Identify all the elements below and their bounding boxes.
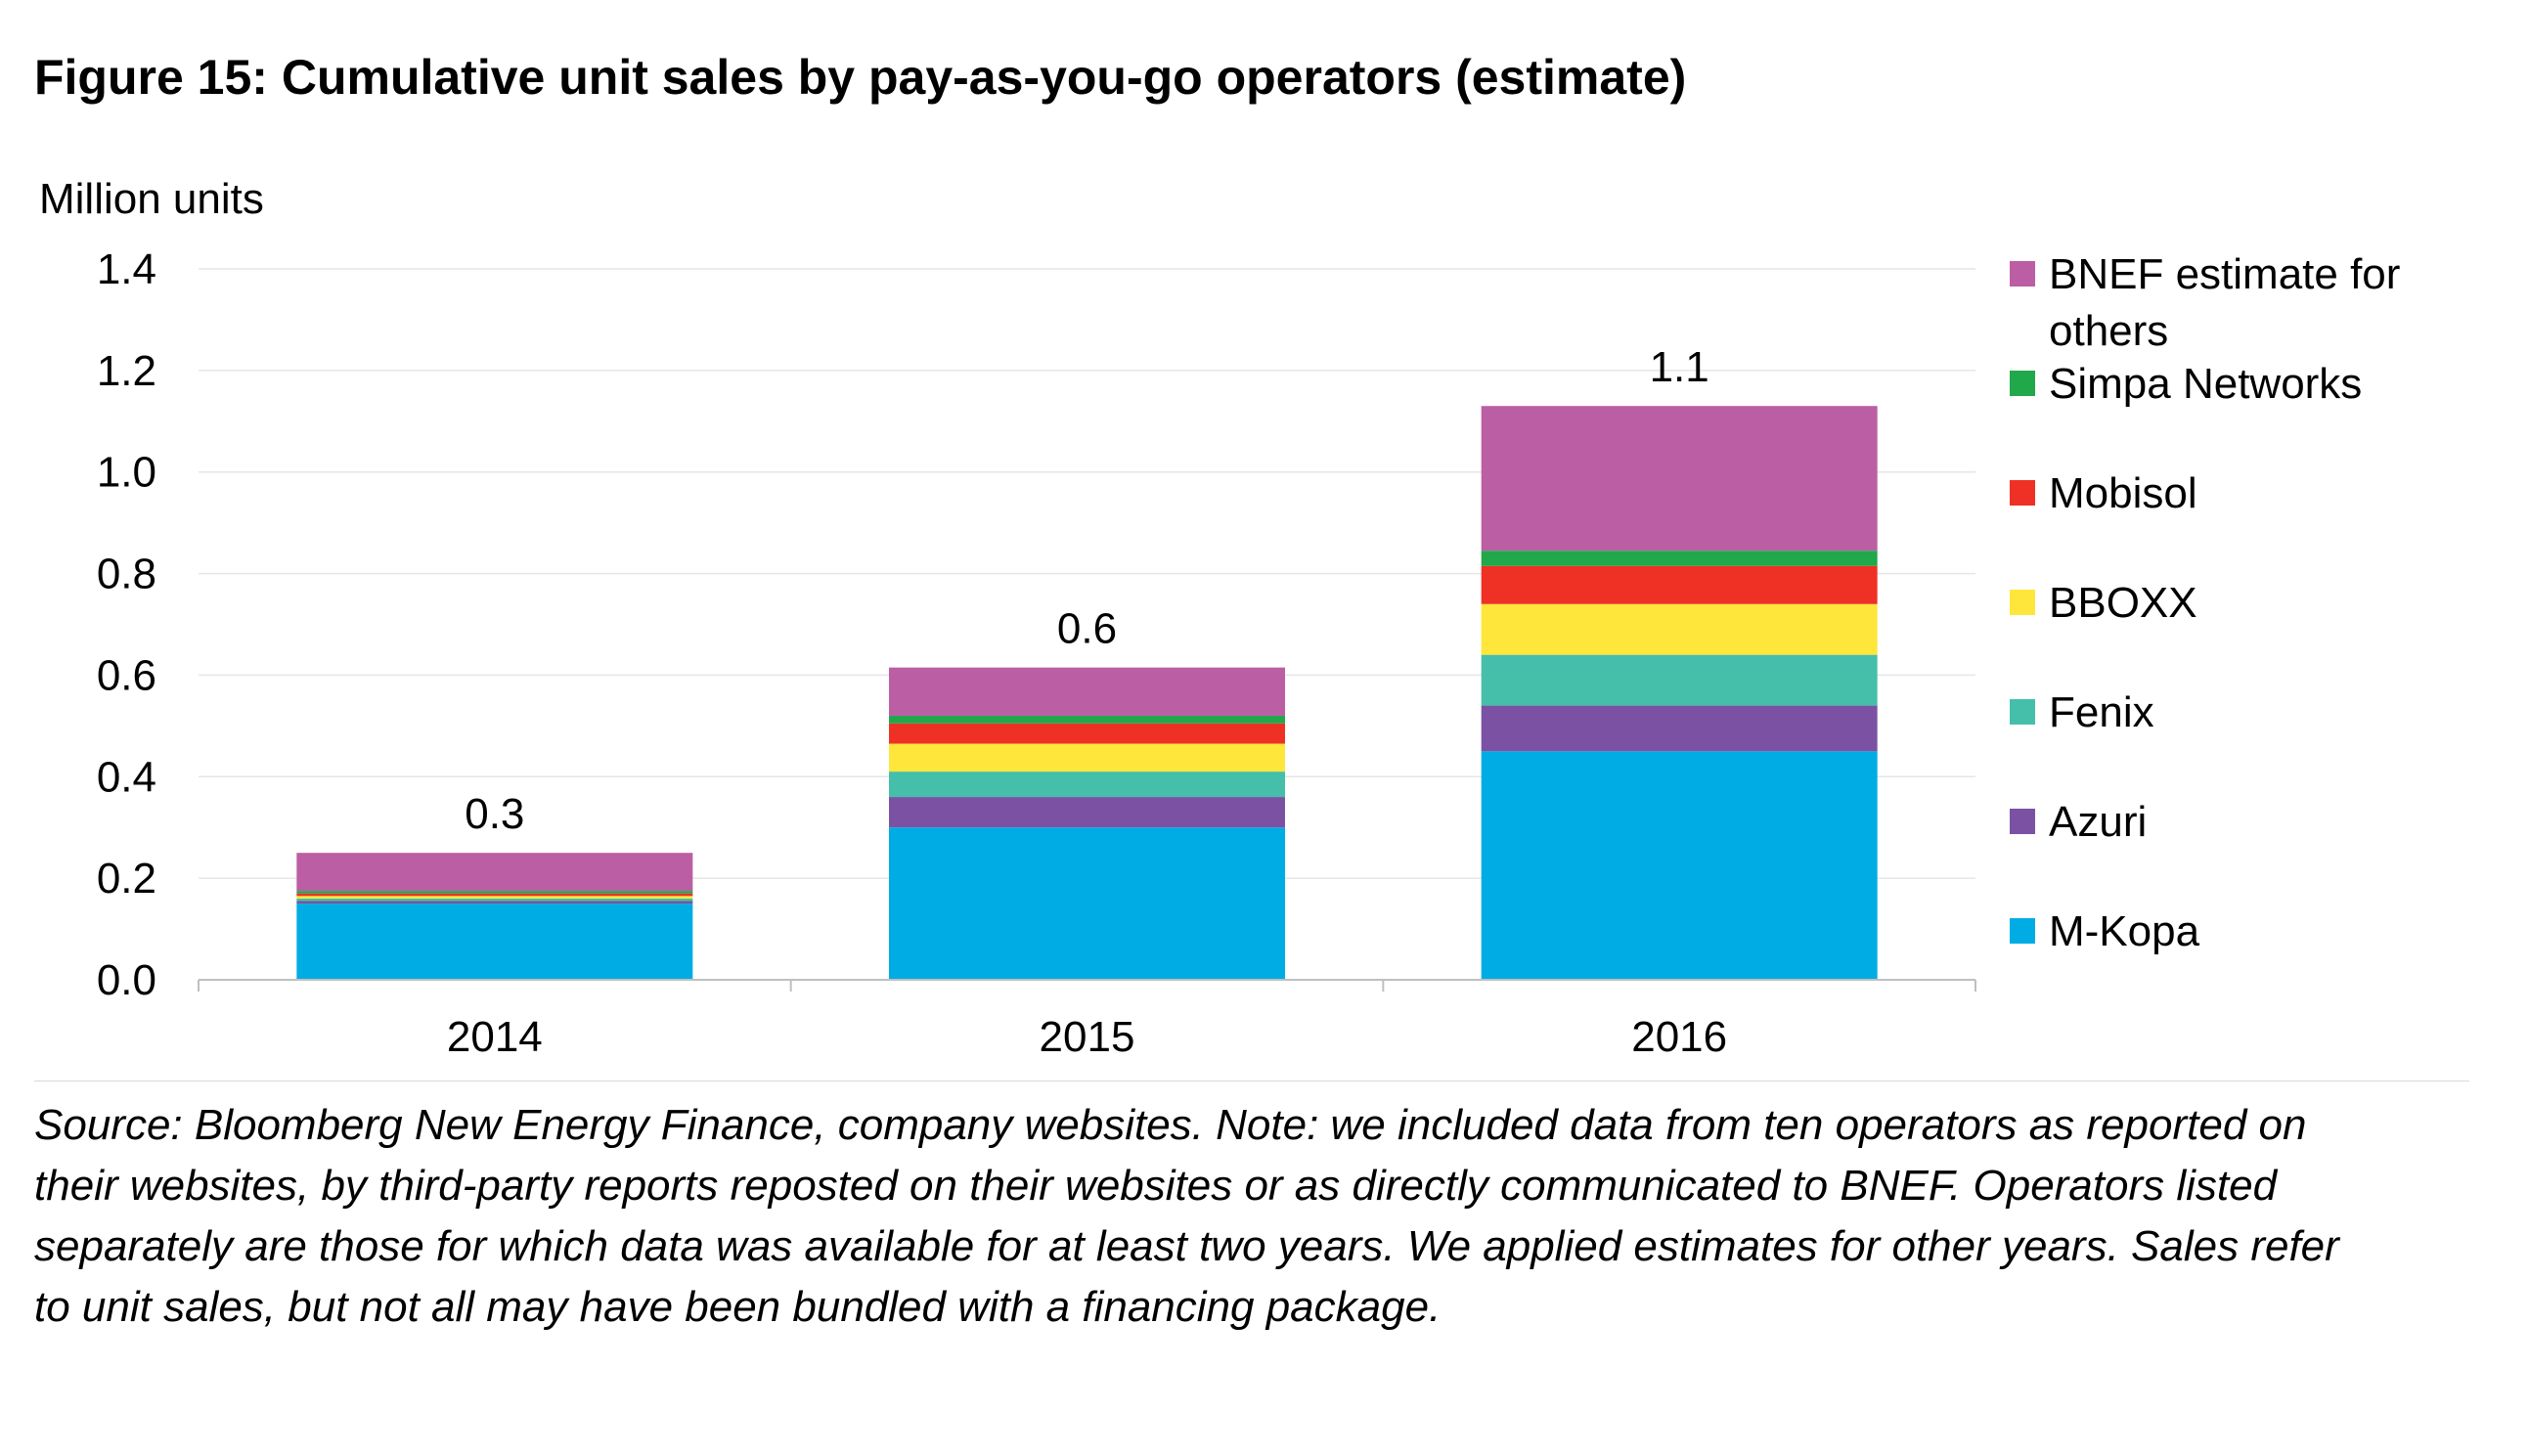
legend: BNEF estimate for others Simpa Networks Mob… [2010, 250, 2400, 955]
legend-swatch [2010, 809, 2035, 834]
legend-label: Azuri [2049, 798, 2147, 846]
total-label: 1.1 [1650, 343, 1709, 391]
bar-segment [296, 898, 693, 902]
bar-segment [889, 715, 1285, 724]
legend-label: M-Kopa [2049, 907, 2200, 955]
legend-label: BBOXX [2049, 579, 2197, 627]
bar-segment [1481, 551, 1878, 566]
y-axis-label: Million units [39, 175, 264, 223]
total-labels: 0.3 0.6 1.1 [465, 343, 1709, 838]
bar-segment [1481, 603, 1878, 655]
bar-segment [1481, 406, 1878, 552]
x-tick-label: 2016 [1631, 1013, 1727, 1061]
stacked-bar-chart: Million units 0.0 0.2 0.4 0.6 0.8 1.0 1.2 1.4 2… [39, 175, 2400, 1061]
bar-segment [1481, 751, 1878, 980]
y-tick-label: 1.2 [97, 347, 156, 395]
legend-swatch [2010, 590, 2035, 615]
bar-segment [296, 896, 693, 899]
bar-segment [1481, 654, 1878, 706]
bar-segment [889, 827, 1285, 980]
bar-segment [296, 893, 693, 897]
chart-title: Figure 15: Cumulative unit sales by pay-… [34, 50, 1687, 105]
legend-label: Simpa Networks [2049, 360, 2362, 408]
x-tick-label: 2014 [447, 1013, 543, 1061]
bar-segment [1481, 565, 1878, 604]
legend-swatch [2010, 371, 2035, 396]
x-tick-label: 2015 [1040, 1013, 1135, 1061]
bar-segment [296, 901, 693, 904]
bar-segment [889, 797, 1285, 828]
y-axis-ticks: 0.0 0.2 0.4 0.6 0.8 1.0 1.2 1.4 [97, 245, 156, 1004]
y-tick-label: 0.0 [97, 956, 156, 1004]
y-tick-label: 0.8 [97, 551, 156, 598]
legend-swatch [2010, 480, 2035, 506]
legend-swatch [2010, 918, 2035, 944]
bar-segment [296, 904, 693, 980]
legend-label: Fenix [2049, 688, 2154, 736]
legend-swatch [2010, 699, 2035, 725]
x-axis: 2014 2015 2016 [198, 979, 1976, 1061]
y-tick-label: 1.4 [97, 245, 156, 293]
bar-segment [296, 891, 693, 894]
legend-label: Mobisol [2049, 469, 2197, 517]
bar-segment [889, 772, 1285, 798]
y-tick-label: 0.4 [97, 753, 156, 801]
y-tick-label: 0.2 [97, 855, 156, 903]
total-label: 0.6 [1057, 605, 1117, 653]
legend-swatch [2010, 261, 2035, 287]
legend-label: BNEF estimate for others [2049, 250, 2400, 355]
bar-segment [296, 853, 693, 892]
y-tick-label: 0.6 [97, 651, 156, 699]
source-note: Source: Bloomberg New Energy Finance, co… [34, 1101, 2339, 1331]
bar-segment [1481, 705, 1878, 752]
bars [296, 406, 1878, 980]
y-tick-label: 1.0 [97, 449, 156, 497]
bar-segment [889, 743, 1285, 772]
bar-segment [889, 723, 1285, 744]
total-label: 0.3 [465, 790, 524, 838]
bar-segment [889, 667, 1285, 716]
